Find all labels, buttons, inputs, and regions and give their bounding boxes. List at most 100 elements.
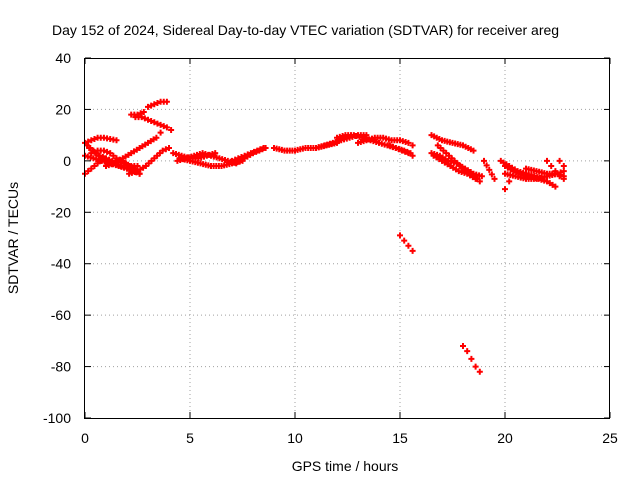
data-point	[163, 124, 170, 131]
data-point	[235, 155, 242, 162]
series-arc-aa	[481, 157, 498, 182]
data-point	[140, 109, 147, 115]
data-point	[386, 142, 393, 149]
data-point	[113, 137, 120, 144]
series-arc-a	[82, 134, 120, 146]
data-point	[148, 118, 155, 124]
data-point	[405, 242, 412, 249]
data-point	[405, 139, 412, 146]
series-arc-g	[103, 129, 164, 169]
data-point	[122, 160, 129, 167]
data-point	[488, 171, 495, 178]
y-tick-label: 20	[55, 101, 71, 117]
data-point	[560, 163, 567, 169]
data-point	[399, 147, 406, 154]
data-point	[256, 147, 263, 154]
data-point	[409, 247, 416, 254]
data-point	[491, 175, 498, 182]
data-point	[159, 147, 166, 154]
data-point	[363, 132, 370, 139]
x-tick-label: 20	[497, 430, 513, 446]
data-point	[126, 163, 133, 169]
y-tick-label: -80	[51, 359, 71, 375]
data-point	[106, 156, 113, 163]
data-point	[138, 114, 145, 121]
data-point	[397, 232, 403, 239]
grid	[85, 58, 610, 418]
data-point	[88, 150, 95, 157]
data-point	[85, 168, 92, 175]
data-point	[244, 151, 251, 158]
series-arc-v	[428, 132, 477, 154]
data-point	[470, 147, 477, 154]
y-tick-label: 0	[63, 153, 71, 169]
x-tick-label: 25	[602, 430, 618, 446]
data-point	[478, 173, 485, 180]
data-point	[506, 178, 513, 185]
data-point	[548, 163, 555, 169]
x-tick-label: 0	[81, 430, 89, 446]
series-arc-t	[386, 142, 416, 159]
data-point	[129, 164, 136, 171]
data-point	[151, 101, 158, 108]
series-arc-h	[126, 145, 172, 177]
data-point	[476, 178, 483, 185]
data-point	[154, 120, 161, 127]
data-point	[232, 156, 239, 163]
series-arc-n	[229, 145, 267, 164]
data-point	[91, 148, 98, 155]
data-point	[120, 164, 127, 171]
data-point	[552, 168, 559, 175]
data-point	[166, 145, 172, 151]
series-arc-ag	[544, 157, 567, 182]
data-point	[85, 138, 92, 145]
series-arc-u	[397, 232, 416, 254]
data-point	[100, 147, 107, 154]
y-tick-label: -20	[51, 204, 71, 220]
data-point	[153, 134, 160, 141]
series-arc-o	[250, 145, 269, 157]
data-point	[262, 145, 269, 151]
y-tick-label: -60	[51, 307, 71, 323]
data-point	[229, 157, 235, 164]
y-tick-label: 40	[55, 50, 71, 66]
data-point	[392, 145, 399, 151]
data-point	[483, 162, 490, 169]
data-point	[405, 150, 412, 157]
data-point	[486, 166, 493, 173]
axis-ticks: 0 5 10 15 20 25 -100 -80 -60 -40 -20 0 20 40	[43, 50, 618, 446]
data-point	[88, 137, 95, 144]
data-point	[154, 100, 161, 106]
data-point	[91, 163, 98, 169]
data-point	[250, 150, 256, 157]
x-axis-label: GPS time / hours	[292, 458, 399, 474]
data-point	[84, 142, 91, 149]
data-point	[99, 154, 106, 160]
data-point	[163, 98, 170, 105]
data-point	[96, 152, 103, 159]
data-point	[145, 116, 151, 123]
data-point	[472, 363, 479, 370]
data-point	[560, 168, 567, 175]
x-tick-label: 15	[392, 430, 408, 446]
y-tick-label: -100	[43, 410, 71, 426]
data-point	[88, 165, 95, 172]
data-points	[82, 98, 567, 375]
data-point	[91, 136, 98, 142]
data-point	[110, 152, 117, 159]
series-arc-ah	[556, 157, 567, 169]
data-point	[104, 148, 111, 155]
series-arc-z	[460, 343, 483, 375]
data-point	[94, 160, 101, 167]
data-point	[107, 150, 114, 157]
data-point	[87, 145, 94, 151]
data-point	[148, 102, 155, 109]
data-point	[168, 127, 175, 133]
data-point	[238, 154, 245, 160]
data-point	[259, 146, 266, 153]
data-point	[160, 123, 167, 130]
data-point	[502, 186, 508, 193]
data-point	[151, 119, 158, 126]
data-point	[556, 157, 563, 164]
